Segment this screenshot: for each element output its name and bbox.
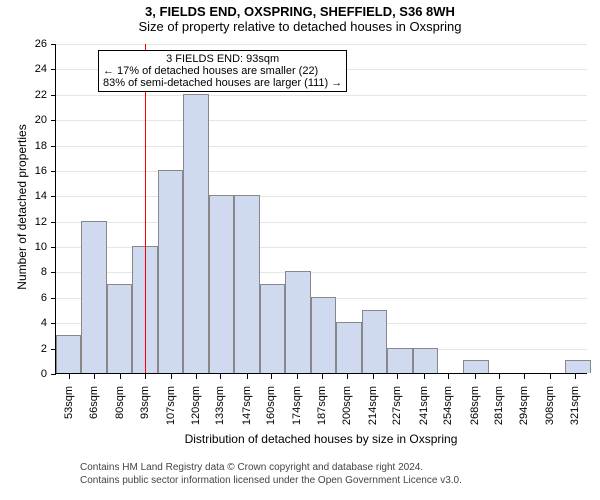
histogram-bar (565, 360, 590, 373)
x-tick (524, 374, 525, 379)
x-tick (94, 374, 95, 379)
x-tick (397, 374, 398, 379)
x-axis-label: Distribution of detached houses by size … (55, 432, 587, 446)
x-tick (220, 374, 221, 379)
y-tick-label: 8 (41, 266, 47, 278)
reference-line (145, 44, 146, 373)
gridline (56, 222, 587, 223)
annotation-line: 83% of semi-detached houses are larger (… (103, 77, 342, 89)
x-tick (373, 374, 374, 379)
annotation-line: 3 FIELDS END: 93sqm (103, 53, 342, 65)
histogram-bar (183, 94, 208, 373)
histogram-bar (81, 221, 106, 373)
y-tick-label: 16 (35, 165, 47, 177)
histogram-bar (56, 335, 81, 373)
footer-line-1: Contains HM Land Registry data © Crown c… (80, 462, 423, 473)
gridline (56, 171, 587, 172)
y-tick (51, 222, 56, 223)
x-tick (424, 374, 425, 379)
plot-area: 0246810121416182022242653sqm66sqm80sqm93… (55, 44, 587, 374)
x-tick (271, 374, 272, 379)
y-tick-label: 6 (41, 292, 47, 304)
y-tick (51, 323, 56, 324)
histogram-bar (387, 348, 412, 373)
chart-container: 3, FIELDS END, OXSPRING, SHEFFIELD, S36 … (0, 0, 600, 500)
y-tick (51, 69, 56, 70)
chart-subtitle: Size of property relative to detached ho… (0, 19, 600, 34)
x-tick (171, 374, 172, 379)
y-tick-label: 24 (35, 63, 47, 75)
y-tick-label: 26 (35, 38, 47, 50)
y-axis-label: Number of detached properties (15, 107, 29, 307)
histogram-bar (336, 322, 361, 373)
x-tick (575, 374, 576, 379)
y-tick (51, 374, 56, 375)
y-tick-label: 2 (41, 343, 47, 355)
histogram-bar (234, 195, 259, 373)
histogram-bar (107, 284, 132, 373)
y-tick (51, 196, 56, 197)
histogram-bar (413, 348, 438, 373)
gridline (56, 196, 587, 197)
y-tick (51, 171, 56, 172)
histogram-bar (463, 360, 488, 373)
x-tick (196, 374, 197, 379)
y-tick-label: 0 (41, 368, 47, 380)
y-tick (51, 146, 56, 147)
histogram-bar (209, 195, 234, 373)
y-tick-label: 10 (35, 241, 47, 253)
x-tick (475, 374, 476, 379)
gridline (56, 146, 587, 147)
y-tick (51, 44, 56, 45)
x-tick (145, 374, 146, 379)
annotation-line: ← 17% of detached houses are smaller (22… (103, 65, 342, 77)
x-tick (448, 374, 449, 379)
chart-title: 3, FIELDS END, OXSPRING, SHEFFIELD, S36 … (0, 0, 600, 19)
y-tick-label: 18 (35, 140, 47, 152)
x-tick (499, 374, 500, 379)
y-tick-label: 22 (35, 89, 47, 101)
histogram-bar (285, 271, 310, 373)
annotation-box: 3 FIELDS END: 93sqm← 17% of detached hou… (98, 50, 347, 92)
x-tick (69, 374, 70, 379)
y-tick (51, 120, 56, 121)
y-tick (51, 95, 56, 96)
y-tick-label: 20 (35, 114, 47, 126)
gridline (56, 44, 587, 45)
histogram-bar (158, 170, 183, 373)
x-tick (347, 374, 348, 379)
x-tick (120, 374, 121, 379)
gridline (56, 95, 587, 96)
histogram-bar (260, 284, 285, 373)
y-tick (51, 272, 56, 273)
y-tick (51, 298, 56, 299)
y-tick-label: 14 (35, 190, 47, 202)
x-tick (247, 374, 248, 379)
y-tick-label: 12 (35, 216, 47, 228)
gridline (56, 120, 587, 121)
histogram-bar (362, 310, 387, 373)
y-tick (51, 247, 56, 248)
y-tick-label: 4 (41, 317, 47, 329)
x-tick (550, 374, 551, 379)
x-tick (297, 374, 298, 379)
histogram-bar (311, 297, 336, 373)
footer-line-2: Contains public sector information licen… (80, 475, 462, 486)
x-tick (322, 374, 323, 379)
